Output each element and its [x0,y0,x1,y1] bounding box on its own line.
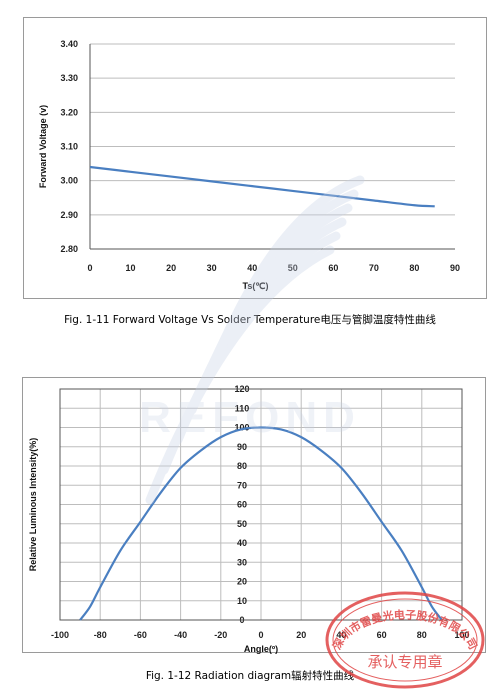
y-axis-label: Relative Luminous Intensity(%) [28,438,38,572]
series-line [79,426,443,621]
x-tick-label: 60 [328,263,338,273]
x-tick-label: -40 [174,630,187,640]
y-tick-label: 2.80 [60,244,78,254]
y-tick-label: 80 [237,461,247,471]
x-tick-label: 60 [377,630,387,640]
x-tick-label: 70 [369,263,379,273]
x-tick-label: 10 [126,263,136,273]
series-line [89,165,435,208]
x-tick-label: 0 [87,263,92,273]
x-tick-label: 100 [454,630,469,640]
forward-voltage-chart: 2.80 2.90 3.00 3.10 3.20 3.30 3.40 0 10 20 30 40 50 6… [38,39,460,291]
y-tick-label: 20 [237,577,247,587]
y-tick-label: 60 [237,500,247,510]
figure-1-11-caption: Fig. 1-11 Forward Voltage Vs Solder Temp… [64,314,436,326]
plot-area-border [59,388,463,621]
x-tick-label: 30 [207,263,217,273]
y-tick-label: 100 [234,423,249,433]
y-tick-label: 90 [237,442,247,452]
y-tick-label: 3.10 [60,142,78,152]
y-tick-label: 2.90 [60,210,78,220]
x-tick-label: 90 [450,263,460,273]
x-tick-label: 80 [409,263,419,273]
y-tick-label: 3.00 [60,176,78,186]
y-tick-label: 70 [237,480,247,490]
x-axis-label: Angle(º) [244,644,278,654]
y-tick-label: 50 [237,519,247,529]
x-tick-label: 20 [296,630,306,640]
x-tick-label: 40 [336,630,346,640]
x-tick-label: 40 [247,263,257,273]
y-tick-label: 30 [237,557,247,567]
x-tick-label: 0 [258,630,263,640]
y-tick-label: 110 [235,403,250,413]
x-tick-label: -60 [134,630,147,640]
y-tick-label: 3.40 [60,39,78,49]
x-tick-label: -80 [94,630,107,640]
x-tick-label: 50 [288,263,298,273]
y-tick-label: 40 [237,538,247,548]
x-tick-label: -20 [214,630,227,640]
y-axis-label: Forward Voltage (v) [38,105,48,188]
x-tick-label: 20 [166,263,176,273]
x-tick-label: 80 [417,630,427,640]
y-tick-label: 3.20 [60,107,78,117]
figure-1-12-caption: Fig. 1-12 Radiation diagram辐射特性曲线 [145,670,355,682]
x-tick-label: -100 [51,630,69,640]
y-tick-label: 10 [237,596,247,606]
x-axis-label: Ts(℃) [243,281,269,291]
forward-voltage-chart-frame [23,17,487,299]
y-tick-label: 3.30 [60,73,78,83]
